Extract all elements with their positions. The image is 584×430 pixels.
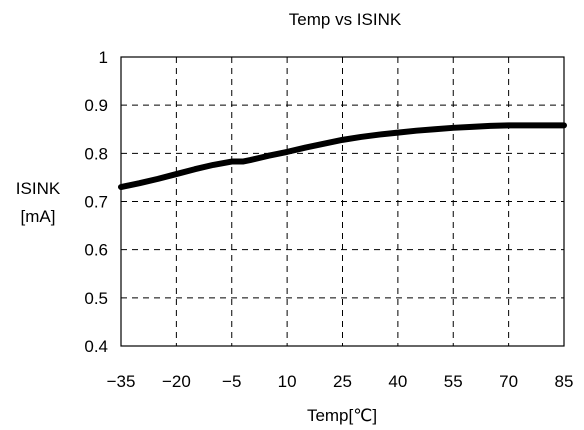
x-tick-label: 25: [333, 372, 352, 391]
y-axis-ticks: 0.4 0.5 0.6 0.7 0.8 0.9 1: [84, 48, 108, 356]
x-axis-label: Temp[℃]: [307, 406, 377, 425]
chart-title: Temp vs ISINK: [289, 10, 402, 29]
series-line-isink: [118, 122, 567, 191]
x-tick-label: −20: [162, 372, 191, 391]
y-tick-label: 0.9: [84, 96, 108, 115]
x-tick-label: 70: [499, 372, 518, 391]
y-tick-label: 1: [99, 48, 108, 67]
y-tick-label: 0.4: [84, 337, 108, 356]
plot-area-frame: [120, 56, 565, 347]
y-axis-label-line1: ISINK: [16, 179, 61, 198]
x-tick-label: 10: [278, 372, 297, 391]
y-tick-label: 0.7: [84, 193, 108, 212]
x-tick-label: 55: [444, 372, 463, 391]
x-tick-label: −35: [107, 372, 136, 391]
x-tick-label: −5: [222, 372, 241, 391]
x-tick-label: 40: [388, 372, 407, 391]
y-axis-label-line2: [mA]: [21, 207, 56, 226]
y-tick-label: 0.8: [84, 144, 108, 163]
x-axis-ticks: −35 −20 −5 10 25 40 55 70 85: [107, 372, 574, 391]
x-tick-label: 85: [555, 372, 574, 391]
y-tick-label: 0.5: [84, 289, 108, 308]
y-tick-label: 0.6: [84, 241, 108, 260]
grid-lines: [121, 57, 564, 346]
